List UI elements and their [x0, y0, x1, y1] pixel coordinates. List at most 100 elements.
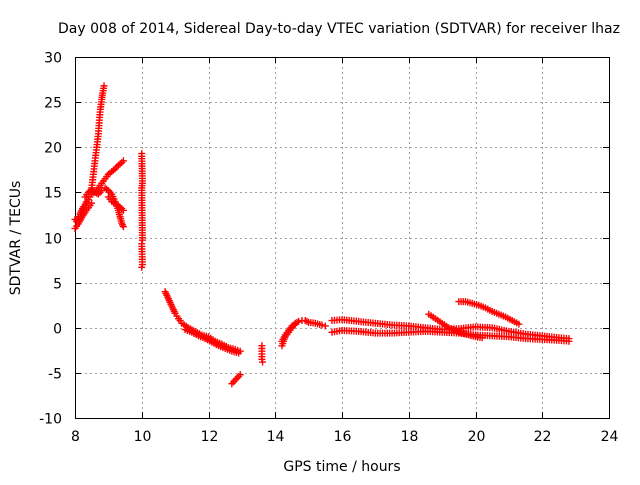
data-point-interp — [116, 211, 123, 219]
series-plateau-15 — [81, 186, 106, 201]
data-point-interp — [182, 322, 190, 330]
data-point-interp — [286, 324, 294, 332]
data-point-interp — [226, 346, 234, 354]
data-point-interp — [309, 319, 317, 327]
data-point-interp — [96, 182, 104, 190]
data-point-interp — [562, 337, 570, 345]
data-point-interp — [93, 189, 101, 197]
data-point-interp — [103, 185, 111, 193]
tick-layer — [75, 57, 610, 419]
data-point-interp — [436, 318, 444, 326]
y-tick-label: 5 — [53, 277, 62, 293]
data-point-interp — [116, 203, 124, 211]
data-point — [321, 322, 329, 330]
series-early-cluster-lower — [71, 199, 96, 232]
data-point-interp — [96, 188, 104, 196]
data-point-interp — [164, 293, 172, 301]
data-point-interp — [138, 234, 146, 242]
data-point-interp — [86, 201, 94, 209]
data-marks-layer — [71, 82, 573, 388]
data-point-interp — [169, 304, 177, 312]
data-point-interp — [77, 216, 85, 224]
y-tick-label: -5 — [48, 367, 62, 383]
data-point-interp — [100, 84, 108, 92]
data-point — [119, 157, 127, 165]
y-tick-label: 0 — [53, 322, 62, 338]
data-point-interp — [479, 303, 487, 311]
y-tick-label: -10 — [39, 412, 62, 428]
data-point-interp — [476, 333, 484, 341]
x-tick-label: 8 — [71, 429, 80, 445]
x-tick-label: 24 — [601, 429, 619, 445]
data-point-interp — [162, 289, 170, 297]
data-point-interp — [170, 308, 178, 316]
data-point-interp — [473, 301, 481, 309]
data-point-interp — [449, 326, 457, 334]
chart-title: Day 008 of 2014, Sidereal Day-to-day VTE… — [58, 21, 620, 37]
data-point-interp — [138, 258, 146, 266]
series-lower-drift — [181, 326, 243, 357]
data-point-interp — [106, 188, 114, 196]
data-point-interp — [283, 329, 291, 337]
data-point-interp — [119, 221, 127, 229]
data-point-interp — [456, 328, 464, 336]
data-point-interp — [99, 177, 107, 185]
x-tick-label: 20 — [468, 429, 486, 445]
data-point-interp — [212, 341, 220, 349]
series-branch-18.7 — [425, 310, 486, 342]
data-point-interp — [192, 331, 200, 339]
y-tick-label: 25 — [44, 96, 62, 112]
x-tick-label: 12 — [201, 429, 219, 445]
data-point-interp — [280, 333, 288, 341]
x-tick-label: 14 — [267, 429, 285, 445]
series-spike-to-27 — [88, 82, 108, 192]
data-point-interp — [106, 195, 114, 203]
data-point-interp — [443, 322, 451, 330]
data-point-interp — [219, 344, 227, 352]
y-tick-label: 20 — [44, 141, 62, 157]
data-point-interp — [116, 160, 124, 168]
y-tick-label: 30 — [44, 51, 62, 67]
y-tick-label: 15 — [44, 186, 62, 202]
data-point-interp — [113, 163, 121, 171]
data-point-interp — [316, 320, 324, 328]
y-tick-label: 10 — [44, 232, 62, 248]
data-point-interp — [73, 222, 81, 230]
grid-layer — [75, 57, 609, 418]
data-point-interp — [206, 337, 214, 345]
x-tick-label: 18 — [401, 429, 419, 445]
series-isolated-13.6h — [258, 342, 267, 366]
data-point-interp — [82, 199, 90, 207]
data-point-interp — [466, 299, 474, 307]
data-point-interp — [232, 348, 240, 356]
data-point-interp — [258, 353, 266, 361]
x-tick-label: 22 — [534, 429, 552, 445]
series-isolated-10h — [138, 150, 146, 271]
data-point-interp — [109, 166, 117, 174]
x-tick-label: 16 — [334, 429, 352, 445]
series-small-drop-12.8h — [228, 371, 244, 388]
series-mid-branch — [104, 193, 127, 214]
data-point-interp — [83, 191, 91, 199]
tick-label-layer: 8 10 12 14 16 18 20 22 24 -10 -5 0 5 10 15 20 25 30 — [39, 51, 618, 446]
data-point-interp — [429, 313, 437, 321]
data-point-interp — [469, 332, 477, 340]
data-point-interp — [290, 321, 298, 329]
data-point-interp — [506, 315, 514, 323]
data-point-interp — [165, 297, 173, 305]
data-point-interp — [186, 327, 194, 335]
data-point-interp — [513, 319, 521, 327]
data-point-interp — [117, 217, 125, 225]
data-point-interp — [499, 312, 507, 320]
x-tick-label: 10 — [134, 429, 152, 445]
data-point — [236, 371, 244, 379]
data-point-interp — [98, 91, 106, 99]
data-point-interp — [199, 334, 207, 342]
y-axis-label: SDTVAR / TECUs — [8, 181, 24, 296]
series-band-16-22-upper — [328, 316, 573, 343]
data-point-interp — [79, 205, 87, 213]
series-recovery-lower — [278, 320, 299, 345]
data-point-interp — [493, 309, 501, 317]
